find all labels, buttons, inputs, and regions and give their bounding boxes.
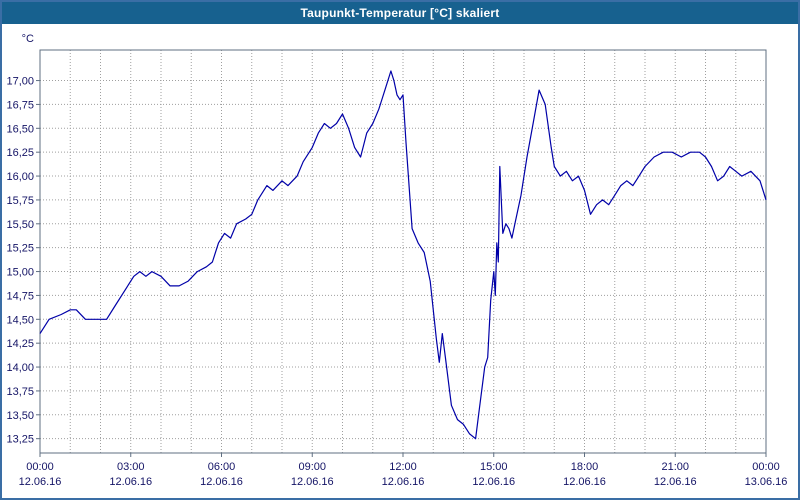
y-tick-label: 16,00 xyxy=(6,171,34,183)
y-tick-label: 15,00 xyxy=(6,267,34,279)
x-tick-time-label: 18:00 xyxy=(571,461,599,473)
y-tick-label: 15,50 xyxy=(6,219,34,231)
y-tick-label: 16,25 xyxy=(6,147,34,159)
x-tick-time-label: 00:00 xyxy=(26,461,54,473)
y-tick-label: 14,00 xyxy=(6,362,34,374)
x-tick-date-label: 12.06.16 xyxy=(291,476,334,488)
y-tick-label: 16,75 xyxy=(6,99,34,111)
x-tick-date-label: 12.06.16 xyxy=(382,476,425,488)
y-tick-label: 17,00 xyxy=(6,76,34,88)
chart-title: Taupunkt-Temperatur [°C] skaliert xyxy=(300,6,500,20)
x-tick-time-label: 15:00 xyxy=(480,461,508,473)
x-tick-time-label: 06:00 xyxy=(208,461,236,473)
y-axis-unit-label: °C xyxy=(22,33,34,45)
y-tick-label: 14,50 xyxy=(6,314,34,326)
x-tick-date-label: 12.06.16 xyxy=(109,476,152,488)
chart-area: 13,25 13,50 13,75 14,00 14,25 14,50 14,75 15,00… xyxy=(2,24,798,498)
x-tick-date-label: 12.06.16 xyxy=(654,476,697,488)
y-tick-label: 13,25 xyxy=(6,434,34,446)
y-tick-label: 16,50 xyxy=(6,123,34,135)
dew-point-series-line xyxy=(39,70,767,440)
y-tick-label: 13,75 xyxy=(6,386,34,398)
y-tick-label: 13,50 xyxy=(6,410,34,422)
x-tick-time-label: 12:00 xyxy=(389,461,417,473)
x-tick-time-label: 09:00 xyxy=(298,461,326,473)
y-tick-label: 14,25 xyxy=(6,338,34,350)
x-tick-time-label: 21:00 xyxy=(661,461,689,473)
x-tick-date-label: 13.06.16 xyxy=(745,476,788,488)
title-bar: Taupunkt-Temperatur [°C] skaliert xyxy=(2,2,798,24)
y-tick-label: 15,75 xyxy=(6,195,34,207)
x-tick-time-label: 03:00 xyxy=(117,461,145,473)
dew-point-line-chart: 13,25 13,50 13,75 14,00 14,25 14,50 14,75 15,00… xyxy=(6,33,788,488)
x-tick-date-label: 12.06.16 xyxy=(200,476,243,488)
y-tick-label: 15,25 xyxy=(6,243,34,255)
x-tick-time-label: 00:00 xyxy=(752,461,780,473)
x-tick-date-label: 12.06.16 xyxy=(563,476,606,488)
y-tick-label: 14,75 xyxy=(6,290,34,302)
x-tick-date-label: 12.06.16 xyxy=(472,476,515,488)
x-tick-date-label: 12.06.16 xyxy=(19,476,62,488)
